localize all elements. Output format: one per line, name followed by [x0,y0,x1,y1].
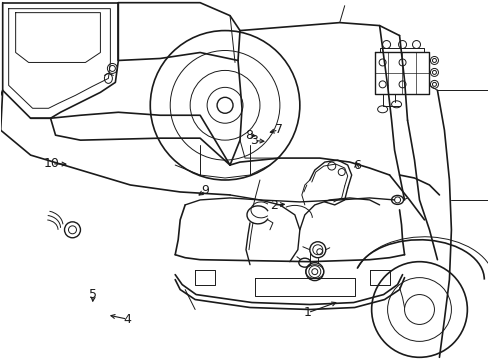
Text: 6: 6 [352,159,360,172]
Text: 9: 9 [201,184,209,197]
Text: 5: 5 [89,288,97,301]
Text: 3: 3 [250,134,258,147]
Text: 8: 8 [245,129,253,142]
Text: 7: 7 [274,123,282,136]
Text: 4: 4 [123,312,131,326]
Text: 2: 2 [269,199,277,212]
Text: 1: 1 [304,306,311,319]
Text: 10: 10 [44,157,60,170]
